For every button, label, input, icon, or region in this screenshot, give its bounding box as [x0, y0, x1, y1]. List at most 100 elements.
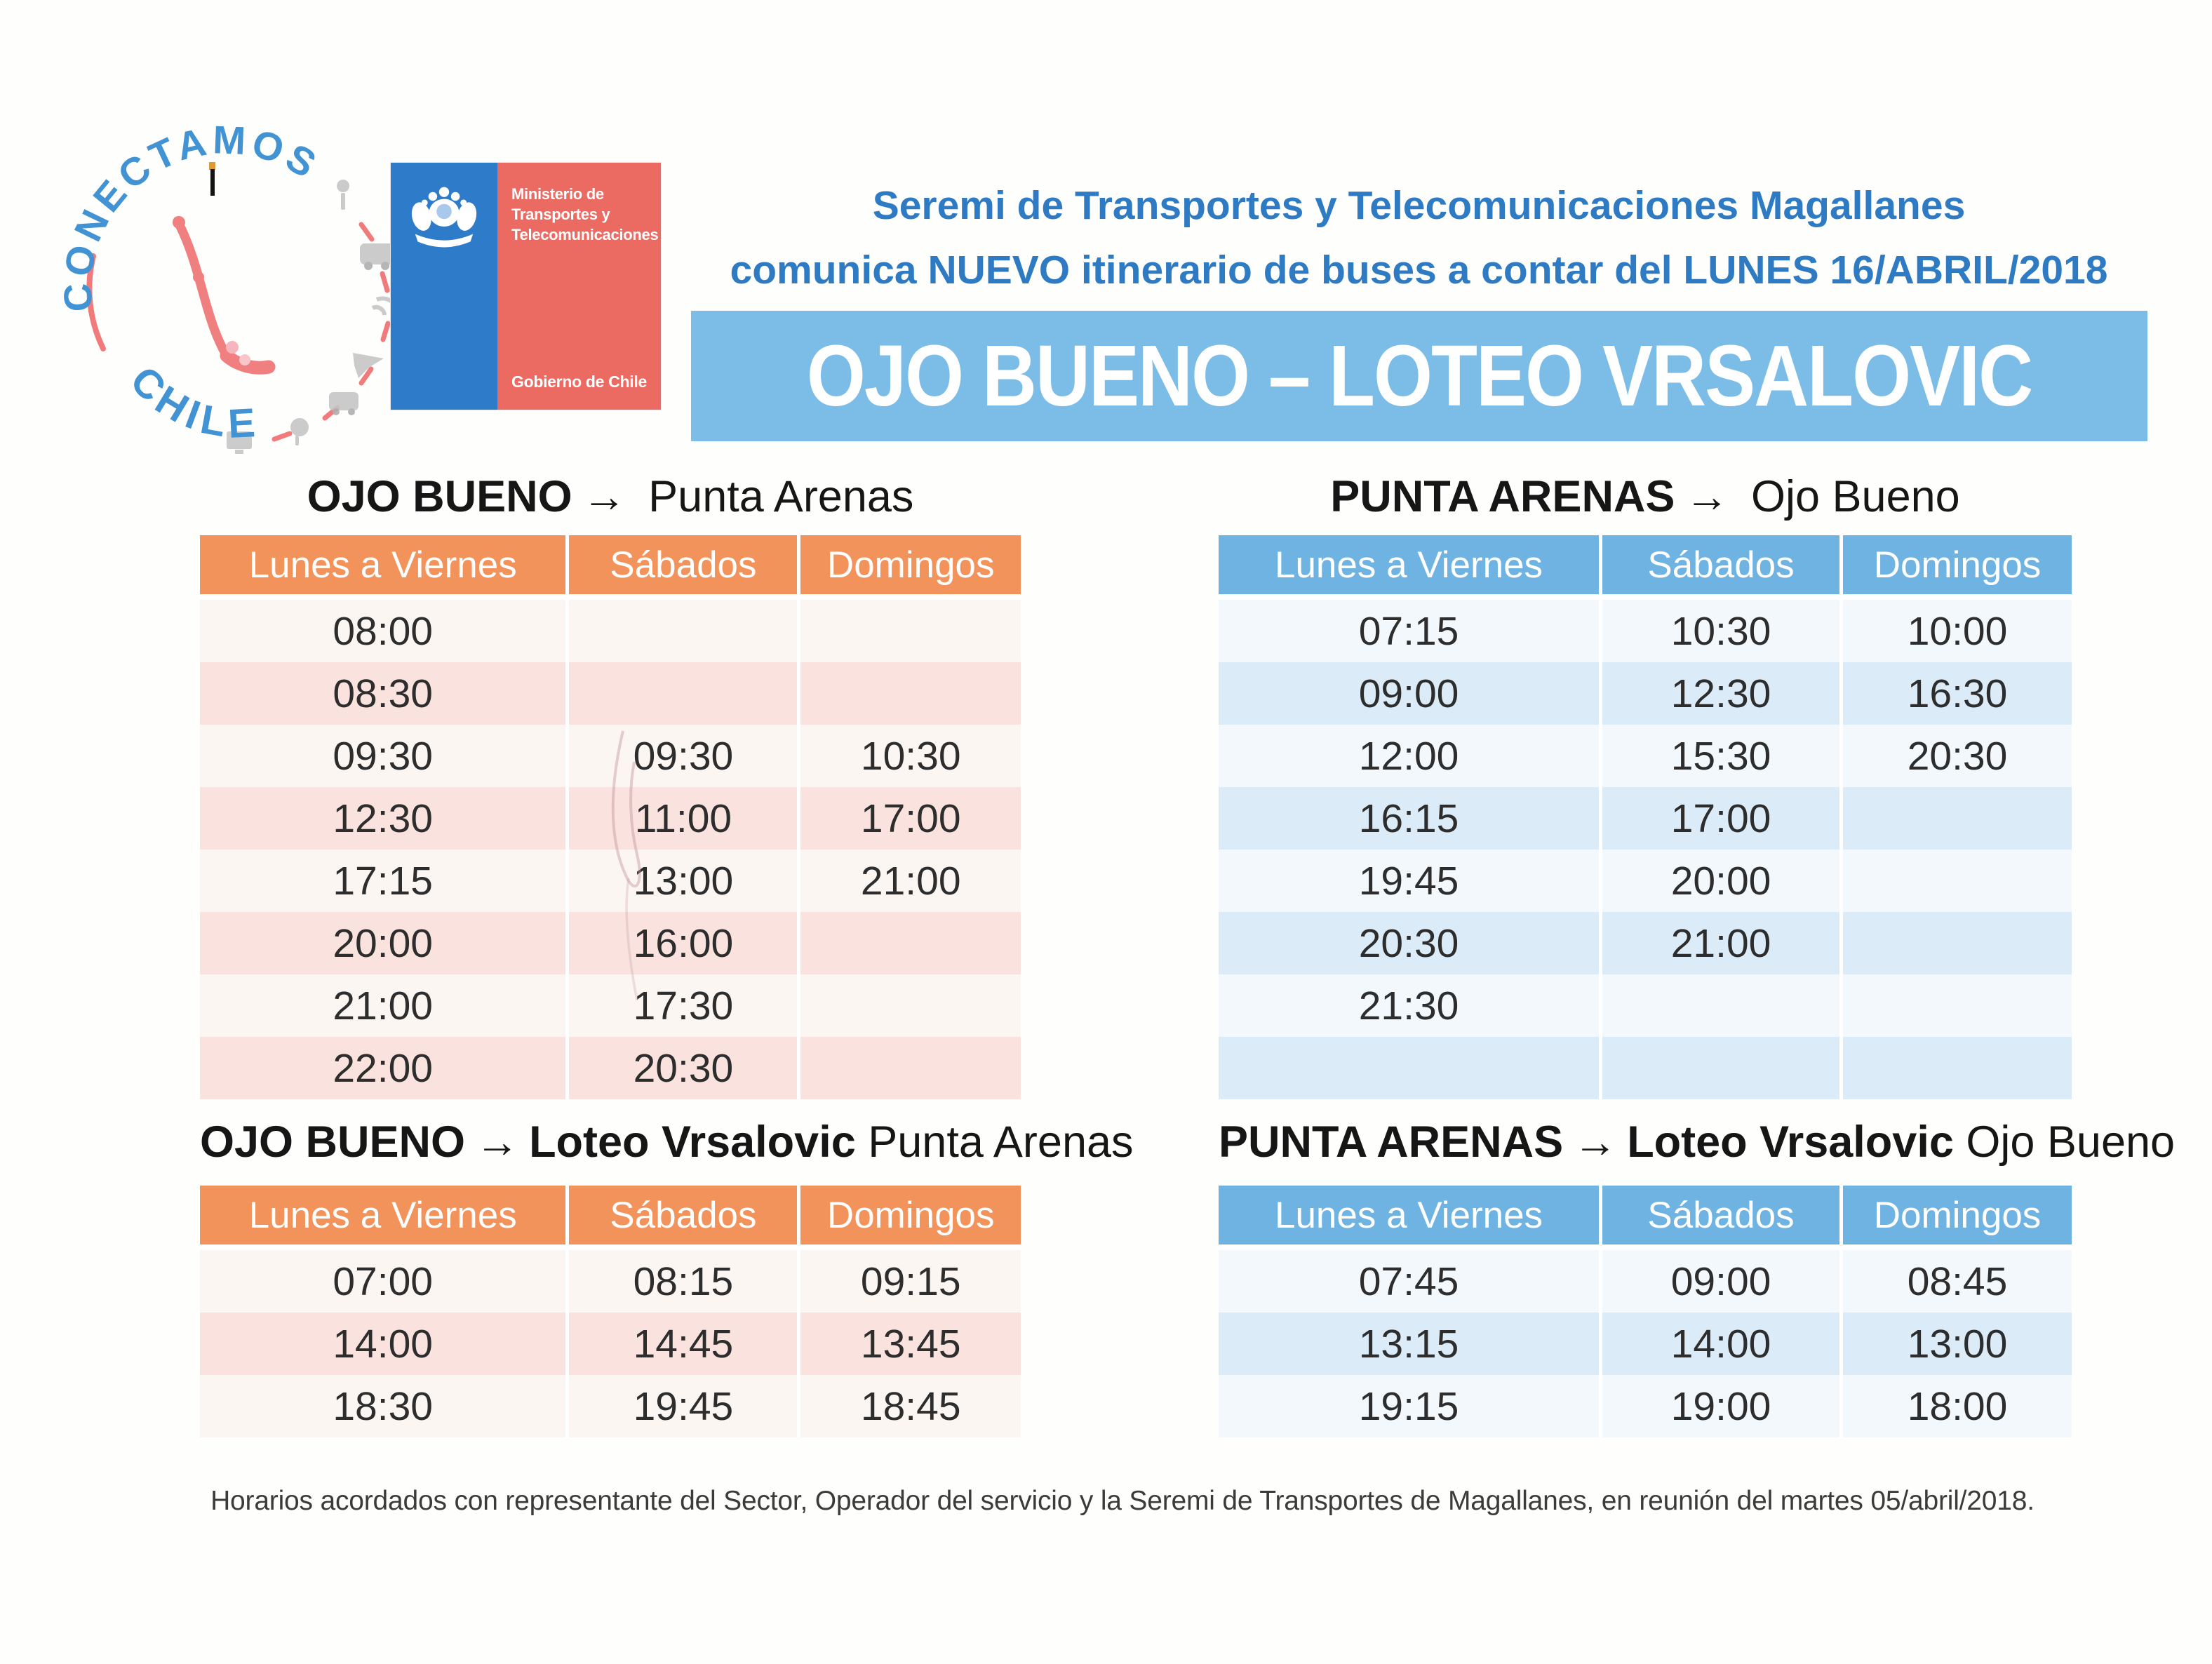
- time-cell: 16:30: [1839, 662, 2072, 725]
- table-row: 09:30 09:30 10:30: [200, 725, 1021, 787]
- table-row: 13:15 14:00 13:00: [1219, 1313, 2072, 1375]
- ministerio-logo: Ministerio de Transportes y Telecomunica…: [391, 163, 661, 410]
- column-header: Sábados: [565, 1186, 798, 1250]
- table-row: 07:15 10:30 10:00: [1219, 600, 2072, 662]
- time-cell: 17:15: [200, 850, 566, 912]
- column-header: Lunes a Viernes: [200, 1186, 566, 1250]
- ministerio-name: Ministerio de Transportes y Telecomunica…: [511, 184, 659, 245]
- table-row: 19:45 20:00: [1219, 850, 2072, 912]
- time-cell: 22:00: [200, 1037, 566, 1099]
- time-cell: 21:30: [1219, 974, 1600, 1037]
- time-cell: [565, 662, 798, 725]
- table-row: 09:00 12:30 16:30: [1219, 662, 2072, 725]
- column-header: Lunes a Viernes: [1219, 1186, 1600, 1250]
- header-line-1: Seremi de Transportes y Telecomunicacion…: [872, 183, 1966, 228]
- time-cell: 20:30: [1839, 725, 2072, 787]
- table-row: 08:00: [200, 600, 1021, 662]
- time-cell: 13:15: [1219, 1313, 1600, 1375]
- time-cell: 19:15: [1219, 1375, 1600, 1437]
- time-cell: 16:00: [565, 912, 798, 974]
- table-row: 17:15 13:00 21:00: [200, 850, 1021, 912]
- time-cell: 07:15: [1219, 600, 1600, 662]
- time-cell: [797, 974, 1021, 1037]
- column-header: Domingos: [1839, 535, 2072, 600]
- footer-note: Horarios acordados con representante del…: [210, 1486, 2035, 1516]
- time-cell: [797, 662, 1021, 725]
- time-cell: [1839, 850, 2072, 912]
- arrow-icon: →: [1684, 472, 1729, 521]
- time-cell: 10:00: [1839, 600, 2072, 662]
- table-title: OJO BUENO → Punta Arenas: [307, 472, 914, 521]
- time-cell: 09:00: [1219, 662, 1600, 725]
- time-cell: 15:30: [1599, 725, 1840, 787]
- time-cell: 09:30: [565, 725, 798, 787]
- table-row: 22:00 20:30: [200, 1037, 1021, 1099]
- column-header: Sábados: [565, 535, 798, 600]
- table-title: PUNTA ARENAS → Ojo Bueno: [1330, 472, 1960, 521]
- time-cell: 19:45: [565, 1375, 798, 1437]
- time-cell: [1219, 1037, 1600, 1099]
- table-row: 21:30: [1219, 974, 2072, 1037]
- logo-circle-arc: [86, 253, 106, 351]
- transport-icons: [227, 180, 400, 454]
- time-cell: 17:00: [1599, 787, 1840, 850]
- time-cell: 08:00: [200, 600, 566, 662]
- table-row: 19:15 19:00 18:00: [1219, 1375, 2072, 1437]
- column-header: Sábados: [1599, 535, 1840, 600]
- header-row: Lunes a Viernes Sábados Domingos: [1219, 535, 2072, 600]
- time-cell: 13:45: [797, 1313, 1021, 1375]
- table-row: 20:30 21:00: [1219, 912, 2072, 974]
- time-cell: 13:00: [1839, 1313, 2072, 1375]
- time-cell: 09:30: [200, 725, 566, 787]
- time-cell: 18:00: [1839, 1375, 2072, 1437]
- coat-of-arms-icon: [411, 187, 477, 248]
- schedule-table-ojo-bueno-punta-arenas: Lunes a Viernes Sábados Domingos 08:00 08:30…: [200, 535, 1021, 1099]
- schedule-table-ojo-bueno-loteo-vrsalovic: Lunes a Viernes Sábados Domingos 07:00 08:15…: [200, 1186, 1021, 1437]
- time-cell: [1839, 974, 2072, 1037]
- ministerio-name-line: Ministerio de: [511, 185, 604, 203]
- route-banner-text: OJO BUENO – LOTEO VRSALOVIC: [806, 327, 2033, 424]
- time-cell: 07:00: [200, 1250, 566, 1313]
- time-cell: 17:30: [565, 974, 798, 1037]
- table-row: 07:45 09:00 08:45: [1219, 1250, 2072, 1313]
- column-header: Lunes a Viernes: [200, 535, 566, 600]
- time-cell: 08:15: [565, 1250, 798, 1313]
- time-cell: 20:00: [200, 912, 566, 974]
- scan-artifact-dash: [209, 162, 215, 196]
- time-cell: 09:15: [797, 1250, 1021, 1313]
- time-cell: [797, 1037, 1021, 1099]
- time-cell: 20:00: [1599, 850, 1840, 912]
- table-row: 08:30: [200, 662, 1021, 725]
- time-cell: [1839, 787, 2072, 850]
- table-row: 18:30 19:45 18:45: [200, 1375, 1021, 1437]
- ministerio-name-line: Transportes y: [511, 206, 610, 223]
- time-cell: [1839, 912, 2072, 974]
- arrow-icon: →: [582, 472, 626, 521]
- ministerio-name-line: Telecomunicaciones: [511, 226, 659, 243]
- time-cell: 19:45: [1219, 850, 1600, 912]
- column-header: Domingos: [797, 1186, 1021, 1250]
- table-row: [1219, 1037, 2072, 1099]
- arrow-icon: →: [475, 1118, 520, 1167]
- time-cell: [1839, 1037, 2072, 1099]
- time-cell: 12:30: [1599, 662, 1840, 725]
- time-cell: 12:30: [200, 787, 566, 850]
- time-cell: 21:00: [200, 974, 566, 1037]
- time-cell: 14:00: [200, 1313, 566, 1375]
- column-header: Sábados: [1599, 1186, 1840, 1250]
- header-row: Lunes a Viernes Sábados Domingos: [1219, 1186, 2072, 1250]
- arrow-icon: →: [1573, 1118, 1618, 1167]
- route-banner: OJO BUENO – LOTEO VRSALOVIC: [691, 311, 2147, 441]
- logo-arc-text-top: CONECTAMOS: [60, 117, 328, 313]
- ministerio-logo-blue-panel: [391, 163, 497, 410]
- table-row: 14:00 14:45 13:45: [200, 1313, 1021, 1375]
- time-cell: 20:30: [1219, 912, 1600, 974]
- table-row: 12:00 15:30 20:30: [1219, 725, 2072, 787]
- conectamos-chile-logo: CONECTAMOS CHILE: [60, 117, 400, 454]
- time-cell: 18:30: [200, 1375, 566, 1437]
- time-cell: 14:00: [1599, 1313, 1840, 1375]
- column-header: Domingos: [797, 535, 1021, 600]
- table-title: PUNTA ARENAS → Loteo Vrsalovic Ojo Bueno: [1219, 1118, 2176, 1167]
- time-cell: 19:00: [1599, 1375, 1840, 1437]
- chile-map: [173, 216, 276, 375]
